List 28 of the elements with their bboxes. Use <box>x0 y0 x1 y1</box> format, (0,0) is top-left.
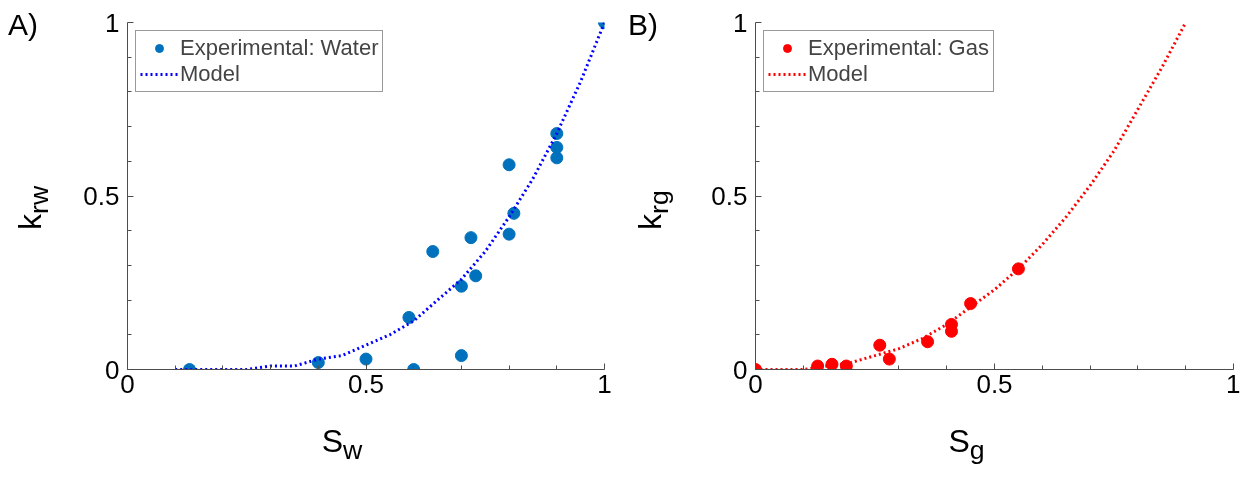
legend-label: Experimental: Water <box>180 35 379 61</box>
point <box>502 158 516 172</box>
chart-title: B) <box>628 7 658 43</box>
point <box>550 151 564 165</box>
legend-label: Experimental: Gas <box>808 35 989 61</box>
y-tick-label: 0.5 <box>83 181 120 211</box>
y-tick-label: 0.5 <box>711 181 748 211</box>
point <box>311 356 325 370</box>
x-tick-label: 0.5 <box>347 368 385 399</box>
x-tick-label: 0.5 <box>976 368 1013 399</box>
chart-title: A) <box>8 7 38 43</box>
x-axis-title: S$_{w}$ <box>320 422 364 468</box>
point <box>464 231 478 245</box>
point <box>426 245 440 259</box>
x-axis-title: S$_{g}$ <box>947 422 986 468</box>
point <box>359 352 373 366</box>
legend-label: Model <box>808 61 868 87</box>
y-tick-label: 1 <box>105 7 120 38</box>
y-tick-label: 1 <box>733 7 748 38</box>
point <box>454 349 468 363</box>
point <box>502 227 516 241</box>
line-series <box>173 22 605 370</box>
x-tick-label: 1 <box>597 368 612 399</box>
legend-label: Model <box>180 61 240 87</box>
point <box>402 310 416 324</box>
point <box>454 279 468 293</box>
point <box>469 269 483 283</box>
x-tick-label: 1 <box>1226 368 1241 399</box>
